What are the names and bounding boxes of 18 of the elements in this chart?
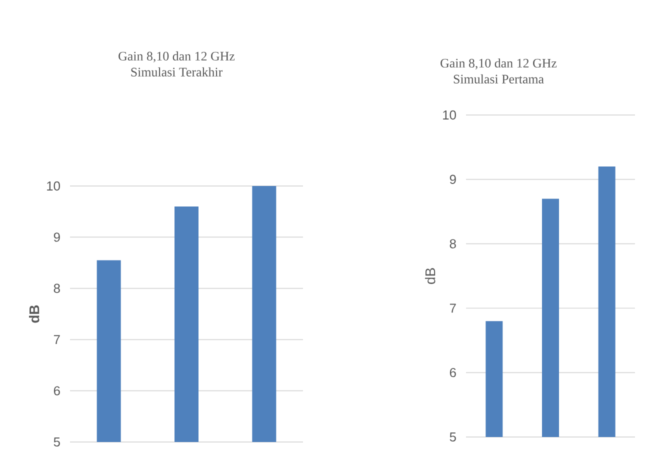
y-tick-label: 6 [54,386,60,396]
y-axis-title: dB [424,268,436,284]
chart-title: Gain 8,10 dan 12 GHz [118,51,235,62]
y-tick-label: 10 [443,110,456,120]
chart-title: Gain 8,10 dan 12 GHz [440,58,557,70]
y-tick-label: 8 [450,239,456,248]
y-tick-label: 6 [450,368,456,378]
y-tick-label: 7 [54,335,60,344]
chart-subtitle: Simulasi Terakhir [131,67,223,76]
y-tick-label: 5 [54,437,60,446]
y-tick-label: 7 [450,304,456,313]
chart-subtitle: Simulasi Pertama [454,74,544,84]
y-tick-label: 8 [54,284,60,293]
y-tick-label: 5 [450,432,456,442]
y-tick-label: 9 [54,232,60,242]
y-tick-label: 9 [450,174,456,184]
y-tick-label: 10 [47,181,60,191]
y-axis-title: dB [28,305,40,323]
